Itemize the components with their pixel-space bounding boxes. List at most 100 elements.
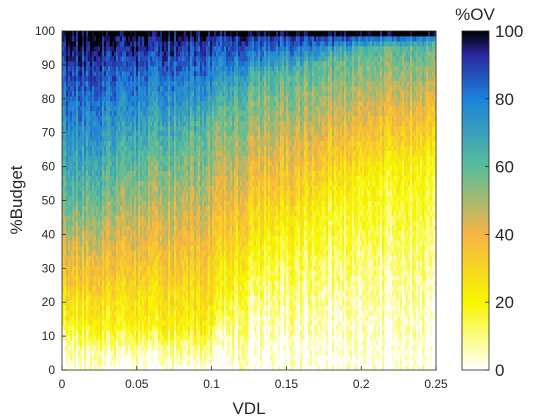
heatmap-cell <box>198 210 201 216</box>
heatmap-cell <box>176 285 179 291</box>
heatmap-cell <box>142 50 145 57</box>
heatmap-cell <box>176 310 179 316</box>
heatmap-cell <box>68 65 71 72</box>
heatmap-cell <box>128 135 131 142</box>
heatmap-cell <box>90 50 93 57</box>
heatmap-cell <box>92 145 95 152</box>
heatmap-cell <box>156 90 159 97</box>
heatmap-cell <box>156 125 159 132</box>
heatmap-cell <box>84 80 87 87</box>
heatmap-cell <box>118 125 121 132</box>
heatmap-cell <box>162 290 165 296</box>
heatmap-cell <box>120 260 123 266</box>
heatmap-cell <box>188 250 191 256</box>
heatmap-cell <box>182 250 185 256</box>
heatmap-cell <box>158 280 161 286</box>
heatmap-cell <box>204 120 207 127</box>
heatmap-cell <box>118 365 121 371</box>
heatmap-cell <box>100 180 103 186</box>
heatmap-cell <box>154 190 157 196</box>
heatmap-cell <box>178 215 181 221</box>
heatmap-cell <box>116 235 119 241</box>
heatmap-cell <box>160 70 163 77</box>
heatmap-cell <box>134 330 137 336</box>
heatmap-cell <box>102 75 105 82</box>
heatmap-cell <box>112 265 115 271</box>
heatmap-cell <box>108 350 111 356</box>
heatmap-cell <box>126 55 129 62</box>
heatmap-cell <box>182 55 185 62</box>
heatmap-cell <box>92 155 95 162</box>
heatmap-cell <box>192 155 195 162</box>
heatmap-cell <box>144 165 147 171</box>
heatmap-cell <box>108 295 111 301</box>
heatmap-cell <box>156 230 159 236</box>
heatmap-cell <box>76 200 79 206</box>
heatmap-cell <box>182 100 185 107</box>
heatmap-cell <box>86 150 89 157</box>
heatmap-cell <box>198 190 201 196</box>
heatmap-cell <box>144 295 147 301</box>
heatmap-cell <box>186 310 189 316</box>
heatmap-cell <box>202 240 205 246</box>
heatmap-cell <box>68 185 71 191</box>
heatmap-cell <box>196 130 199 137</box>
heatmap-cell <box>198 285 201 291</box>
heatmap-cell <box>190 60 193 67</box>
heatmap-cell <box>152 40 155 47</box>
heatmap-cell <box>84 125 87 132</box>
heatmap-cell <box>156 35 159 42</box>
heatmap-cell <box>68 340 71 346</box>
heatmap-cell <box>152 350 155 356</box>
heatmap-cell <box>68 245 71 251</box>
heatmap-cell <box>88 150 91 157</box>
heatmap-cell <box>86 90 89 97</box>
heatmap-cell <box>104 150 107 157</box>
heatmap-cell <box>130 60 133 67</box>
heatmap-cell <box>64 325 67 331</box>
heatmap-cell <box>102 260 105 266</box>
heatmap-cell <box>100 300 103 306</box>
heatmap-cell <box>92 225 95 231</box>
heatmap-cell <box>160 185 163 191</box>
heatmap-cell <box>144 255 147 261</box>
heatmap-cell <box>70 135 73 142</box>
heatmap-cell <box>116 150 119 157</box>
heatmap-cell <box>122 55 125 62</box>
heatmap-cell <box>122 285 125 291</box>
heatmap-cell <box>106 285 109 291</box>
heatmap-cell <box>190 230 193 236</box>
heatmap-cell <box>82 315 85 321</box>
heatmap-cell <box>118 45 121 52</box>
heatmap-cell <box>68 175 71 181</box>
heatmap-cell <box>138 120 141 127</box>
heatmap-cell <box>170 80 173 87</box>
heatmap-cell <box>76 31 79 37</box>
heatmap-cell <box>116 110 119 117</box>
heatmap-cell <box>86 40 89 47</box>
heatmap-cell <box>126 200 129 206</box>
heatmap-cell <box>118 70 121 77</box>
heatmap-cell <box>190 290 193 296</box>
heatmap-cell <box>156 130 159 137</box>
heatmap-cell <box>200 95 203 102</box>
heatmap-cell <box>108 230 111 236</box>
heatmap-cell <box>102 160 105 167</box>
heatmap-cell <box>180 55 183 62</box>
heatmap-cell <box>188 70 191 77</box>
heatmap-cell <box>170 350 173 356</box>
heatmap-cell <box>76 80 79 87</box>
heatmap-cell <box>188 360 191 366</box>
heatmap-cell <box>176 70 179 77</box>
heatmap-cell <box>142 105 145 112</box>
heatmap-cell <box>92 85 95 92</box>
heatmap-cell <box>76 125 79 132</box>
heatmap-cell <box>166 260 169 266</box>
heatmap-cell <box>70 185 73 191</box>
heatmap-cell <box>76 295 79 301</box>
heatmap-cell <box>138 285 141 291</box>
heatmap-cell <box>64 295 67 301</box>
heatmap-cell <box>198 200 201 206</box>
heatmap-cell <box>70 245 73 251</box>
heatmap-cell <box>196 270 199 276</box>
